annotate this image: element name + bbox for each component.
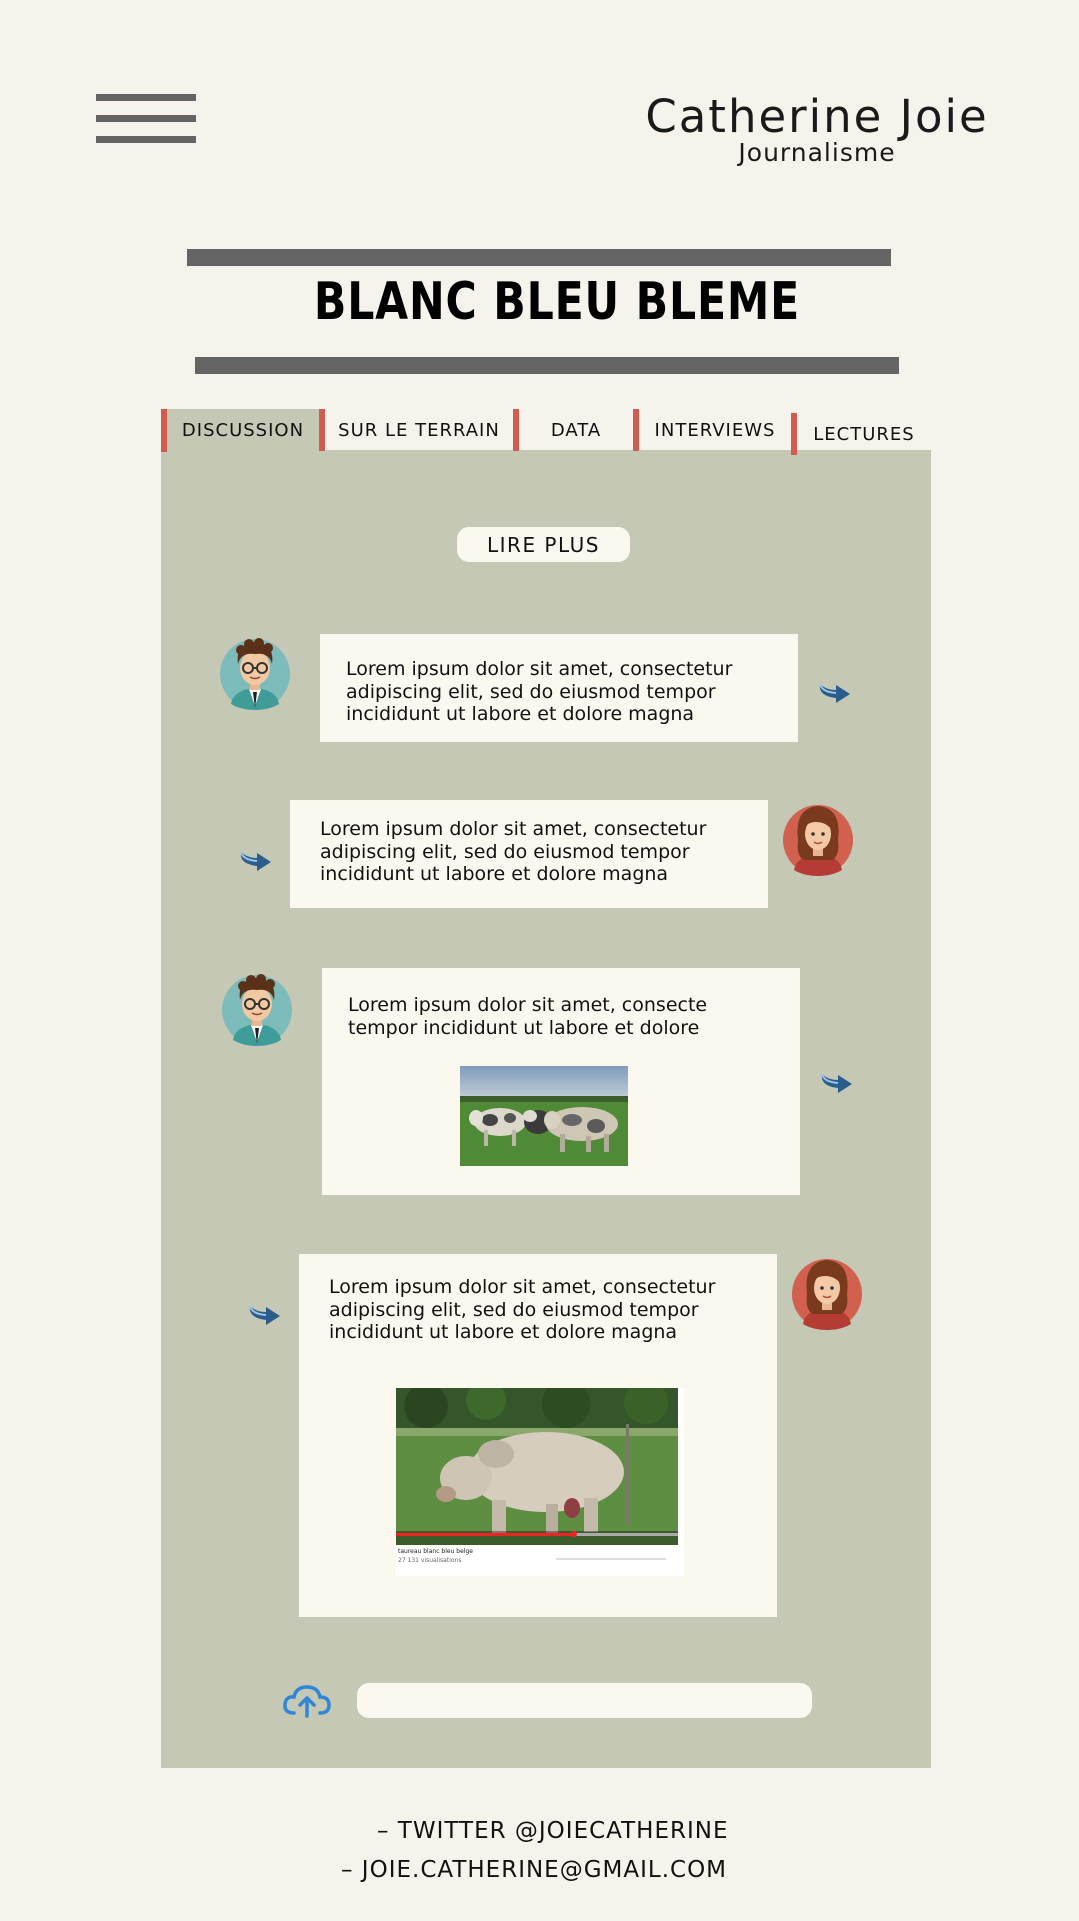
share-arrow-icon[interactable] [816,676,854,706]
message-text-1: Lorem ipsum dolor sit amet, consectetur … [346,658,733,725]
cloud-upload-icon[interactable] [282,1683,332,1719]
brand-subtitle: Journalisme [738,138,896,167]
message-text-3: Lorem ipsum dolor sit amet, consecte tem… [348,994,708,1039]
message-input[interactable] [357,1683,812,1718]
title-bar-bottom [195,357,899,374]
video-title: taureau blanc bleu belge [398,1548,473,1555]
tab-discussion[interactable]: DISCUSSION [161,409,319,452]
woman-avatar-icon [783,805,853,876]
message-bubble-2: Lorem ipsum dolor sit amet, consectetur … [290,800,768,908]
cows-photo[interactable] [460,1066,628,1166]
tab-sur-le-terrain[interactable]: SUR LE TERRAIN [319,409,513,451]
title-bar-top [187,249,891,266]
video-views: 27 131 visualisations [398,1557,462,1564]
man-avatar-icon [220,638,290,710]
message-text-2: Lorem ipsum dolor sit amet, consectetur … [320,818,707,885]
video-frame [396,1388,678,1545]
brand-name: Catherine Joie [645,90,989,143]
brand[interactable]: Catherine Joie Journalisme [637,88,997,166]
read-more-button[interactable]: LIRE PLUS [457,527,630,562]
page-title: BLANC BLEU BLEME [313,272,801,332]
share-arrow-icon[interactable] [818,1066,856,1096]
man-avatar-icon [222,974,292,1046]
tab-interviews[interactable]: INTERVIEWS [633,409,791,451]
email-link[interactable]: – JOIE.CATHERINE@GMAIL.COM [341,1857,728,1883]
message-text-4: Lorem ipsum dolor sit amet, consectetur … [329,1276,716,1343]
share-arrow-icon[interactable] [246,1298,284,1328]
tab-lectures[interactable]: LECTURES [791,413,931,455]
twitter-link[interactable]: – TWITTER @JOIECATHERINE [377,1818,729,1844]
bull-video[interactable]: taureau blanc bleu belge 27 131 visualis… [396,1388,684,1576]
video-actions [556,1558,666,1560]
hamburger-menu-icon[interactable] [96,92,196,150]
share-arrow-icon[interactable] [237,844,275,874]
message-bubble-1: Lorem ipsum dolor sit amet, consectetur … [320,634,798,742]
tab-data[interactable]: DATA [513,409,633,451]
woman-avatar-icon [792,1259,862,1330]
